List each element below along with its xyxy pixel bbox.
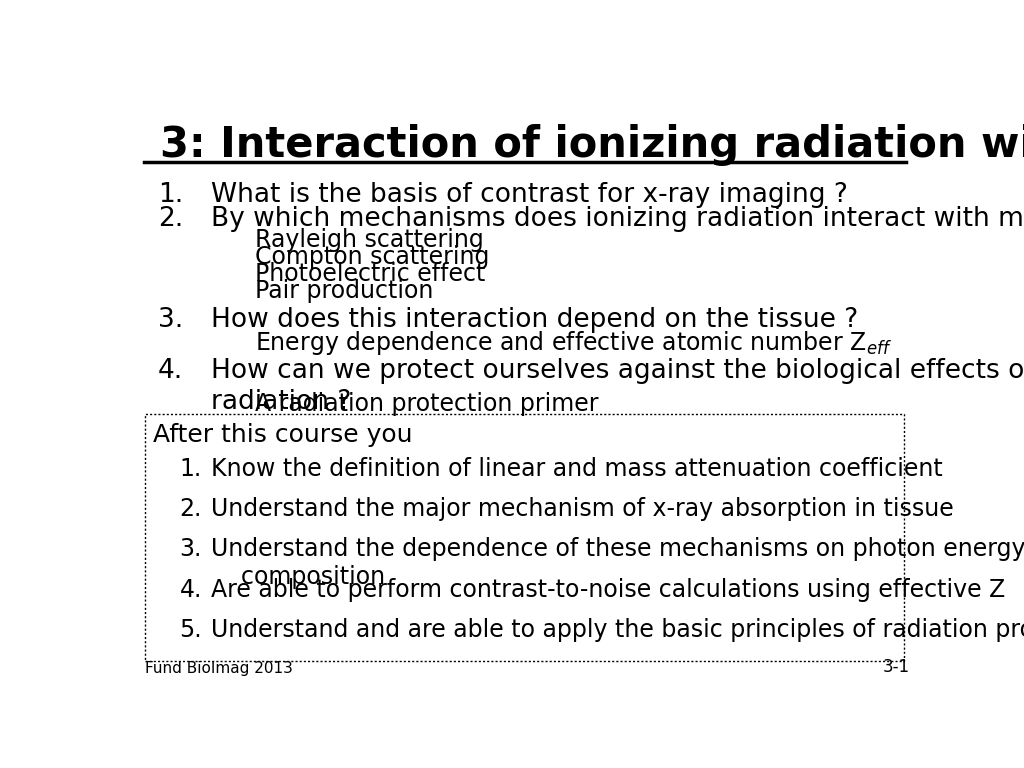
Text: 5.: 5. [179,618,202,642]
Text: Are able to perform contrast-to-noise calculations using effective Z: Are able to perform contrast-to-noise ca… [211,578,1006,601]
Text: 3-1: 3-1 [883,658,909,677]
Text: 1.: 1. [158,182,183,208]
Text: 1.: 1. [179,457,202,481]
Text: Compton scattering: Compton scattering [255,245,489,269]
Text: Fund BioImag 2013: Fund BioImag 2013 [145,661,293,677]
Text: Energy dependence and effective atomic number Z$_{eff}$: Energy dependence and effective atomic n… [255,329,892,356]
Text: 3: Interaction of ionizing radiation with matter: 3: Interaction of ionizing radiation wit… [160,124,1024,165]
Text: 3.: 3. [179,538,202,561]
Text: What is the basis of contrast for x-ray imaging ?: What is the basis of contrast for x-ray … [211,182,848,208]
Text: How can we protect ourselves against the biological effects of ionizing
radiatio: How can we protect ourselves against the… [211,358,1024,415]
Text: 4.: 4. [158,358,183,384]
Text: Rayleigh scattering: Rayleigh scattering [255,227,483,252]
Text: Photoelectric effect: Photoelectric effect [255,262,485,286]
Text: A radiation protection primer: A radiation protection primer [255,392,598,416]
Text: Understand the major mechanism of x-ray absorption in tissue: Understand the major mechanism of x-ray … [211,497,954,521]
Text: Know the definition of linear and mass attenuation coefficient: Know the definition of linear and mass a… [211,457,943,481]
Text: 3.: 3. [158,307,183,333]
Text: 4.: 4. [179,578,202,601]
Text: How does this interaction depend on the tissue ?: How does this interaction depend on the … [211,307,858,333]
Text: Understand and are able to apply the basic principles of radiation protection: Understand and are able to apply the bas… [211,618,1024,642]
Text: 2.: 2. [179,497,202,521]
Text: Understand the dependence of these mechanisms on photon energy and tissue
    co: Understand the dependence of these mecha… [211,538,1024,589]
Text: Pair production: Pair production [255,279,433,303]
Text: By which mechanisms does ionizing radiation interact with matter ?: By which mechanisms does ionizing radiat… [211,206,1024,232]
Text: After this course you: After this course you [154,423,413,447]
Text: 2.: 2. [158,206,183,232]
